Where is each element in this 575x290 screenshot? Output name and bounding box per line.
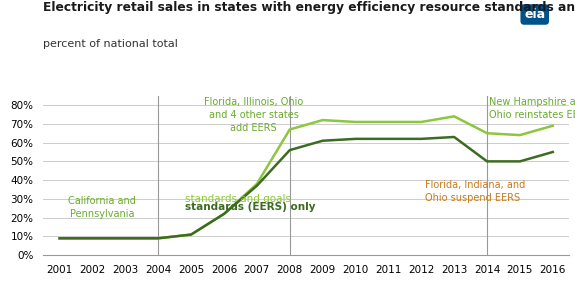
Text: eia: eia: [524, 8, 545, 21]
Text: California and
Pennsylvania: California and Pennsylvania: [68, 196, 136, 219]
Text: Electricity retail sales in states with energy efficiency resource standards and: Electricity retail sales in states with …: [43, 1, 575, 14]
Text: percent of national total: percent of national total: [43, 39, 178, 49]
Text: standards and goals: standards and goals: [185, 194, 290, 204]
Text: Florida, Illinois, Ohio
and 4 other states
add EERS: Florida, Illinois, Ohio and 4 other stat…: [204, 97, 303, 133]
Text: standards (EERS) only: standards (EERS) only: [185, 202, 315, 212]
Text: Florida, Indiana, and
Ohio suspend EERS: Florida, Indiana, and Ohio suspend EERS: [424, 180, 525, 203]
Text: New Hampshire adds EERS
Ohio reinstates EERS: New Hampshire adds EERS Ohio reinstates …: [489, 97, 575, 120]
